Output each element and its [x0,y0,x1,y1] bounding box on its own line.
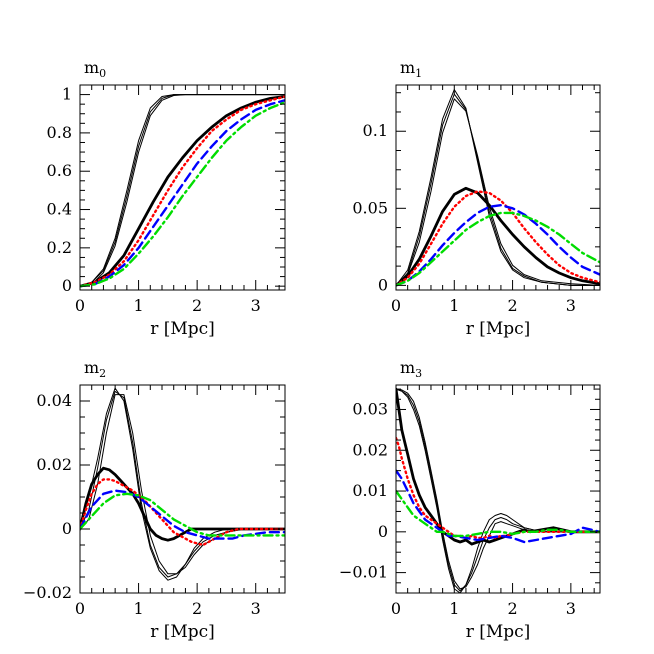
panel-title: m2 [84,358,106,380]
x-tick-label: 2 [507,599,517,618]
y-tick-label: 0.05 [352,198,388,217]
x-tick-label: 1 [133,296,143,315]
y-tick-label: 1 [62,85,72,104]
x-tick-label: 2 [507,296,517,315]
y-tick-label: −0.02 [23,583,72,602]
x-tick-label: 3 [251,296,261,315]
panel-0: 0 1 2 3 0 0.2 0.4 0.6 0.8 1 r [Mpc] m0 [47,58,286,339]
series-line-thin-black-0 [396,388,600,593]
x-tick-label: 0 [391,296,401,315]
x-tick-label: 1 [449,599,459,618]
y-tick-label: 0 [378,275,388,294]
series-line-dashdot-green-6 [80,100,285,288]
y-tick-label: 0.4 [47,200,72,219]
series-line-thin-black-1 [396,388,600,592]
series-line-thin-black-0 [80,94,285,287]
series-line-thin-black-2 [80,394,285,575]
series-group [396,89,600,287]
y-tick-label: 0.02 [352,440,388,459]
series-line-dashed-blue-5 [396,469,600,544]
series-line-dashdot-green-6 [396,211,600,287]
series-line-thick-black-3 [80,95,285,288]
x-axis-label: r [Mpc] [150,319,215,339]
series-line-thin-black-2 [80,94,285,287]
x-tick-label: 3 [566,599,576,618]
panel-1: 0 1 2 3 0 0.05 0.1 r [Mpc] m1 [352,58,601,339]
y-tick-label: −0.01 [339,563,388,582]
panel-title: m3 [400,358,422,380]
series-line-thin-black-0 [80,387,285,581]
y-tick-label: 0 [378,522,388,541]
y-tick-label: 0.8 [47,123,72,142]
y-tick-label: 0.2 [47,238,72,257]
series-group [80,387,285,581]
x-axis-label: r [Mpc] [150,622,215,642]
series-line-dashdot-green-6 [80,492,285,537]
series-line-dashed-blue-5 [80,99,285,288]
x-tick-label: 3 [566,296,576,315]
x-tick-label: 0 [75,296,85,315]
y-tick-label: 0.6 [47,161,72,180]
series-line-thick-black-3 [396,387,600,546]
series-line-thin-black-2 [396,98,600,286]
series-line-dotted-red-4 [396,190,600,287]
series-line-thick-black-3 [396,186,600,287]
series-line-dotted-red-4 [80,95,285,288]
y-tick-label: 0.03 [352,399,388,418]
x-tick-label: 1 [133,599,143,618]
x-tick-label: 0 [391,599,401,618]
x-tick-label: 1 [449,296,459,315]
x-tick-label: 3 [251,599,261,618]
plot-frame [79,384,286,594]
series-line-thin-black-1 [396,93,600,286]
x-axis-label: r [Mpc] [466,319,531,339]
x-tick-label: 0 [75,599,85,618]
series-line-thin-black-2 [396,388,600,590]
x-tick-label: 2 [192,296,202,315]
panel-title: m1 [400,58,422,80]
x-axis-label: r [Mpc] [466,622,531,642]
series-line-thin-black-0 [396,89,600,286]
series-group [80,94,285,288]
series-line-thin-black-1 [80,390,285,578]
series-group [396,387,600,593]
y-tick-label: 0.01 [352,481,388,500]
series-line-thick-black-3 [80,466,285,542]
x-tick-label: 2 [192,599,202,618]
series-line-thin-black-1 [80,94,285,287]
series-line-dashed-blue-5 [396,203,600,287]
y-tick-label: 0 [62,519,72,538]
plot-frame [395,84,601,291]
plot-frame [395,384,601,594]
series-line-dotted-red-4 [80,478,285,547]
y-tick-label: 0.04 [36,391,72,410]
panel-title: m0 [84,58,106,80]
y-tick-label: 0 [62,276,72,295]
series-line-dashdot-green-6 [396,489,600,538]
y-tick-label: 0.02 [36,455,72,474]
y-tick-label: 0.1 [363,121,388,140]
plot-frame [79,84,286,291]
